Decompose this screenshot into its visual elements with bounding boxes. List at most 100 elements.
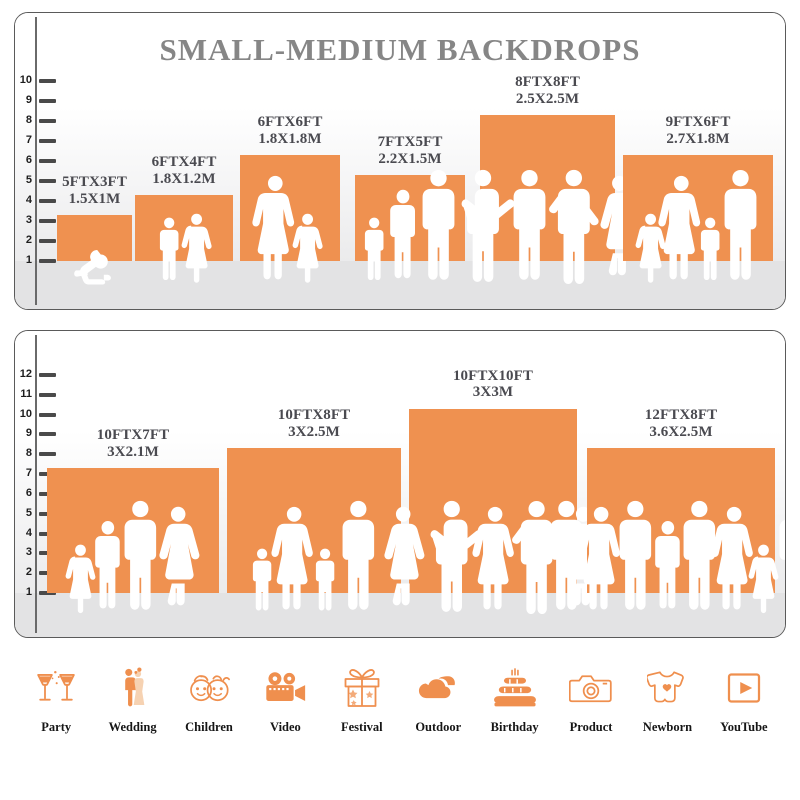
use-case-label: Newborn	[642, 720, 693, 734]
bar-size-label: 10FTX8FT 3X2.5M	[277, 407, 351, 441]
person-silhouette-baby	[74, 250, 111, 285]
use-case-label: Children	[185, 720, 233, 734]
bar-size-label: 5FTX3FT 1.5X1M	[62, 174, 127, 207]
people-silhouette-group	[461, 169, 642, 285]
person-silhouette-woman-dress	[159, 506, 200, 606]
use-case-label: Outdoor	[415, 720, 462, 734]
page-title: SMALL-MEDIUM BACKDROPS	[159, 32, 641, 67]
backdrop-size-bar	[480, 115, 615, 261]
person-silhouette-woman	[658, 175, 701, 280]
person-silhouette-man-arms-up	[461, 169, 515, 282]
y-axis-tick	[39, 219, 56, 223]
use-case-item-birthday[interactable]: Birthday	[476, 662, 552, 735]
y-axis-tick-label: 11	[20, 387, 32, 400]
y-axis-tick-label: 4	[25, 526, 32, 539]
y-axis-tick-label: 2	[25, 234, 32, 246]
y-axis-tick	[39, 199, 56, 203]
person-silhouette-child	[700, 217, 720, 281]
person-silhouette-woman	[578, 506, 620, 610]
person-silhouette-girl	[748, 544, 779, 613]
cheers-glasses-icon	[34, 662, 78, 714]
person-silhouette-man	[550, 500, 583, 610]
use-case-item-party[interactable]: Party	[18, 662, 94, 735]
use-case-label: Festival	[340, 720, 383, 734]
y-axis-tick-label: 5	[25, 174, 32, 186]
person-silhouette-child	[315, 548, 335, 611]
y-axis-tick	[39, 159, 56, 163]
y-axis-tick	[39, 239, 56, 243]
use-case-label: Wedding	[108, 720, 157, 734]
chart-panel-large: 1 2 3 4 5 6 7 8 9 10 11 12 10FTX7FT 3X2.1M 10FTX8FT 3…	[14, 330, 786, 638]
person-silhouette-man	[342, 500, 375, 610]
person-silhouette-man-hips	[548, 169, 599, 285]
y-axis-tick-label: 10	[19, 74, 32, 86]
people-silhouette-group	[623, 169, 773, 283]
use-case-item-festival[interactable]: Festival	[324, 662, 400, 735]
backdrop-size-bar	[135, 195, 233, 261]
person-silhouette-child	[159, 217, 179, 281]
person-silhouette-woman	[270, 506, 313, 610]
use-case-label: YouTube	[720, 720, 768, 734]
y-axis-tick	[39, 373, 56, 377]
people-silhouette-group	[550, 500, 785, 613]
people-silhouette-group	[47, 500, 219, 613]
bar-size-label: 12FTX8FT 3.6X2.5M	[644, 407, 718, 441]
people-silhouette-group	[355, 169, 465, 281]
person-silhouette-man-arms-up	[430, 500, 483, 612]
use-case-item-children[interactable]: Children	[171, 662, 247, 735]
y-axis-tick	[39, 392, 56, 397]
person-silhouette-man	[124, 500, 156, 610]
bar-size-label: 6FTX4FT 1.8X1.2M	[151, 154, 217, 187]
person-silhouette-child	[253, 548, 272, 611]
bar-size-label: 9FTX6FT 2.7X1.8M	[665, 114, 731, 147]
people-silhouette-group	[135, 213, 233, 283]
photo-camera-icon	[569, 662, 613, 714]
use-case-item-youtube[interactable]: YouTube	[706, 662, 782, 735]
y-axis-tick-label: 9	[25, 94, 32, 106]
bar-size-label: 10FTX7FT 3X2.1M	[96, 427, 170, 460]
y-axis-tick	[39, 139, 56, 143]
y-axis-tick-label: 6	[25, 486, 32, 499]
y-axis-tick-label: 3	[25, 546, 32, 559]
use-case-icon-strip: Party Wedding Children Video Festival Outdoor…	[18, 662, 782, 757]
use-case-item-wedding[interactable]: Wedding	[94, 662, 170, 735]
bar-size-label: 7FTX5FT 2.2X1.5M	[377, 134, 443, 167]
bar-size-label: 8FTX8FT 2.5X2.5M	[515, 74, 580, 107]
use-case-item-product[interactable]: Product	[553, 662, 629, 735]
use-case-item-outdoor[interactable]: Outdoor	[400, 662, 476, 735]
gift-box-icon	[341, 662, 383, 714]
y-axis-tick-label: 6	[25, 154, 32, 166]
y-axis-tick-label: 8	[25, 447, 32, 460]
y-axis-tick-label: 2	[25, 566, 32, 579]
y-axis-tick	[39, 259, 56, 263]
use-case-item-newborn[interactable]: Newborn	[629, 662, 705, 735]
y-axis-tick-label: 7	[25, 134, 32, 146]
y-axis-line	[35, 17, 37, 305]
use-case-label: Birthday	[490, 720, 539, 734]
children-faces-icon	[186, 662, 232, 714]
baby-onesie-icon	[647, 662, 687, 714]
y-axis-tick	[39, 591, 56, 595]
person-silhouette-woman	[252, 175, 295, 280]
person-silhouette-child	[365, 217, 384, 281]
person-silhouette-man	[422, 170, 455, 280]
bar-size-label: 10FTX10FT 3X3M	[452, 367, 534, 401]
youtube-play-icon	[726, 662, 762, 714]
y-axis-tick	[39, 432, 56, 437]
person-silhouette-teen	[95, 520, 120, 609]
video-camera-icon	[262, 662, 308, 714]
use-case-item-video[interactable]: Video	[247, 662, 323, 735]
y-axis-tick	[39, 99, 56, 103]
wedding-couple-icon	[116, 662, 150, 714]
y-axis-tick-label: 7	[25, 467, 32, 480]
person-silhouette-teen	[654, 520, 680, 609]
y-axis-tick-label: 4	[25, 194, 32, 206]
y-axis-line	[35, 335, 37, 633]
person-silhouette-man-hips	[512, 500, 562, 614]
y-axis-tick	[39, 119, 56, 123]
person-silhouette-man	[683, 500, 716, 610]
person-silhouette-woman	[472, 506, 514, 610]
person-silhouette-girl	[292, 213, 323, 283]
people-silhouette-group	[240, 175, 340, 283]
person-silhouette-woman-dress	[384, 506, 425, 606]
